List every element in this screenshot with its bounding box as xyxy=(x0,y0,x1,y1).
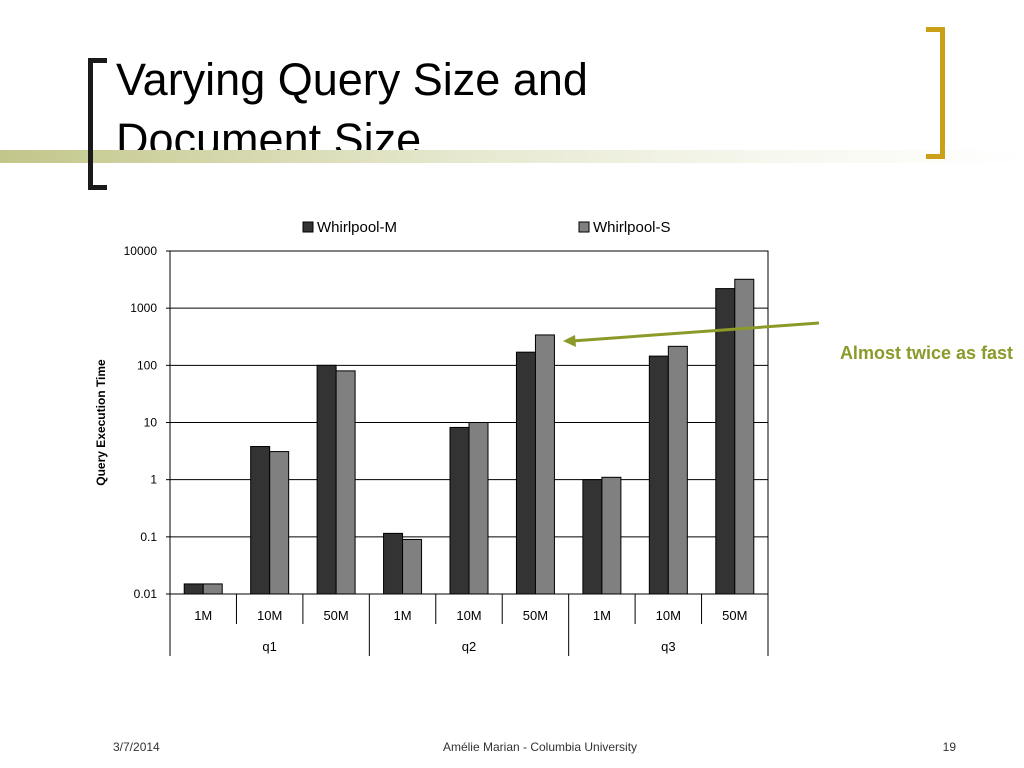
legend-swatch xyxy=(302,221,314,233)
page-number: 19 xyxy=(942,740,956,754)
title-underline-band xyxy=(0,150,1024,163)
annotation-arrow-line xyxy=(571,321,820,343)
bar-whirlpool-s xyxy=(402,538,423,595)
bar-whirlpool-s xyxy=(667,345,688,595)
x-group-label: q1 xyxy=(262,639,276,654)
legend-swatch xyxy=(578,221,590,233)
bar-whirlpool-s xyxy=(269,451,290,595)
bar-whirlpool-s xyxy=(335,370,356,595)
slide-title: Varying Query Size and Document Size xyxy=(116,50,736,170)
footer-date: 3/7/2014 xyxy=(113,740,160,754)
bar-whirlpool-s xyxy=(734,278,755,595)
x-category-label: 10M xyxy=(656,608,681,623)
x-category-label: 10M xyxy=(456,608,481,623)
bar-whirlpool-m xyxy=(582,479,603,595)
x-category-label: 1M xyxy=(194,608,212,623)
bar-whirlpool-m xyxy=(648,355,669,595)
x-group-label: q2 xyxy=(462,639,476,654)
bar-whirlpool-m xyxy=(515,351,536,595)
y-axis-label: Query Execution Time xyxy=(94,359,108,486)
bar-whirlpool-s xyxy=(202,583,223,595)
x-category-label: 50M xyxy=(323,608,348,623)
x-group-label: q3 xyxy=(661,639,675,654)
bar-whirlpool-s xyxy=(534,334,555,595)
bar-whirlpool-m xyxy=(250,446,271,595)
footer-author: Amélie Marian - Columbia University xyxy=(442,740,638,754)
bar-whirlpool-m xyxy=(383,532,404,595)
y-tick-label: 1 xyxy=(150,473,157,487)
right-bracket-decoration xyxy=(926,27,945,159)
x-category-label: 1M xyxy=(593,608,611,623)
bar-chart: 10000 1000 100 10 1 0.1 0.01 1M 10M 50M 1M 10M 50M 1M… xyxy=(94,219,1013,656)
y-tick-label: 0.01 xyxy=(134,587,158,601)
y-tick-label: 100 xyxy=(137,358,157,372)
y-tick-label: 10 xyxy=(144,416,158,430)
y-tick-label: 1000 xyxy=(130,301,157,315)
legend-label: Whirlpool-S xyxy=(593,219,671,236)
bar-whirlpool-m xyxy=(449,426,470,595)
bar-whirlpool-s xyxy=(468,422,489,595)
annotation-text: Almost twice as fast xyxy=(840,343,1013,363)
title-line-1: Varying Query Size and xyxy=(116,54,588,105)
y-tick-label: 10000 xyxy=(124,244,158,258)
x-category-label: 10M xyxy=(257,608,282,623)
bar-whirlpool-m xyxy=(715,288,736,595)
x-category-label: 50M xyxy=(523,608,548,623)
x-category-label: 1M xyxy=(394,608,412,623)
y-tick-label: 0.1 xyxy=(140,530,157,544)
annotation-arrowhead xyxy=(563,335,576,347)
legend-label: Whirlpool-M xyxy=(317,219,397,236)
left-bracket-decoration xyxy=(88,58,107,190)
x-category-label: 50M xyxy=(722,608,747,623)
bar-whirlpool-m xyxy=(183,583,204,595)
bar-whirlpool-m xyxy=(316,364,337,595)
bar-whirlpool-s xyxy=(601,476,622,595)
